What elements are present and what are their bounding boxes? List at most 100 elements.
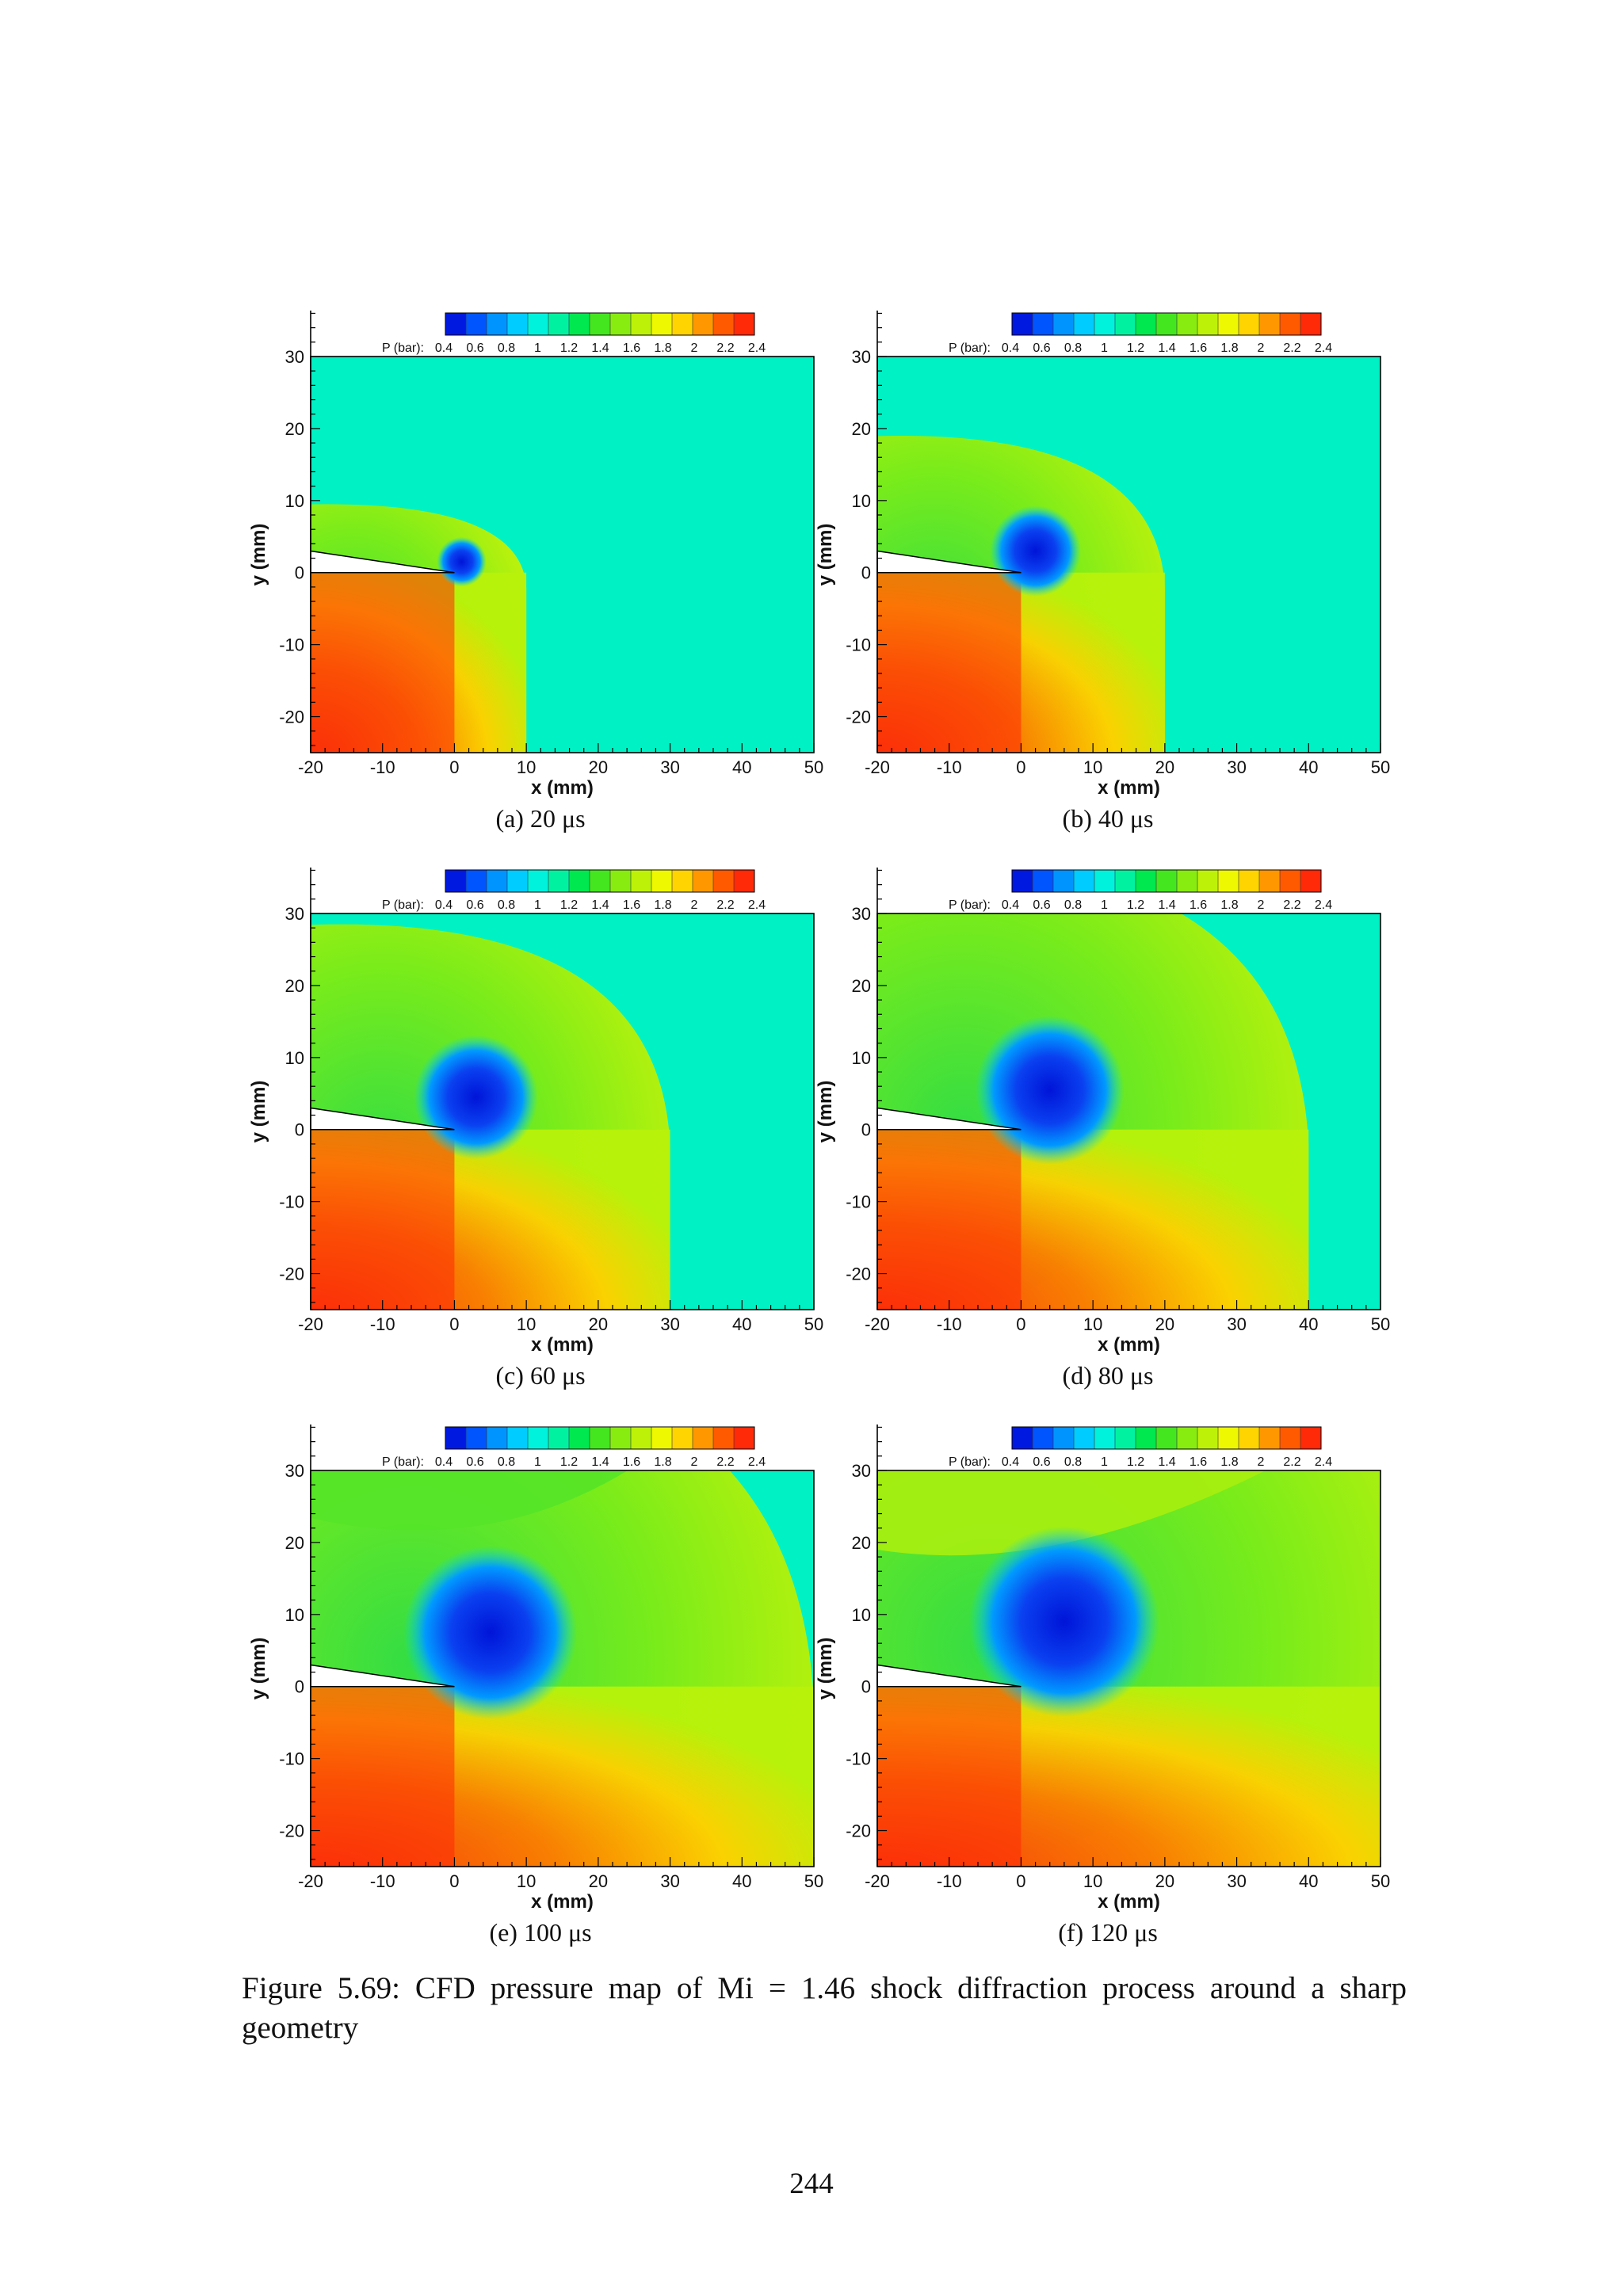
x-axis-label: x (mm)	[1098, 1334, 1160, 1356]
y-axis-label: y (mm)	[815, 1638, 836, 1700]
panel-d: -20 -10 0 10 20 30 40 50 -20 -10 0 10 20 30 x (mm) y (m…	[812, 862, 1438, 1417]
plot-d: -20 -10 0 10 20 30 40 50 -20 -10 0 10 20 30 x (mm) y (m…	[815, 868, 1390, 1356]
high-pressure-core	[311, 1686, 455, 1867]
colorbar-tick-label: 1.4	[591, 898, 609, 912]
x-tick-label: 40	[1299, 1871, 1318, 1891]
vortex-core	[414, 1035, 539, 1160]
colorbar-swatch	[590, 313, 611, 335]
pressure-field-f	[877, 1470, 1381, 1867]
colorbar-tick-label: 2.4	[1315, 898, 1332, 912]
colorbar-tick-label: 0.4	[435, 1455, 453, 1469]
colorbar-swatch	[445, 870, 467, 892]
colorbar-swatch	[651, 313, 673, 335]
colorbar-swatch	[507, 313, 529, 335]
colorbar-tick-label: 2.2	[716, 1455, 734, 1469]
colorbar-swatch	[445, 1427, 467, 1449]
x-tick-label: -10	[937, 1314, 962, 1334]
colorbar-swatch	[466, 1427, 487, 1449]
y-tick-label: -20	[846, 707, 871, 727]
x-tick-label: 20	[1155, 1871, 1174, 1891]
figure-caption: Figure 5.69: CFD pressure map of Mi = 1.…	[242, 1971, 1407, 2045]
x-tick-label: 10	[1083, 1871, 1102, 1891]
x-tick-label: 0	[1016, 1314, 1025, 1334]
colorbar-tick-label: 1	[1101, 898, 1108, 912]
colorbar-tick-label: 2	[691, 1455, 698, 1469]
plot-e: -20 -10 0 10 20 30 40 50 -20 -10 0 10 20 30 x (mm) y (m…	[248, 1425, 823, 1913]
colorbar-tick-label: 0.4	[435, 341, 453, 355]
colorbar-swatch	[528, 870, 549, 892]
colorbar-frame	[445, 1426, 755, 1450]
colorbar-tick-label: 1.8	[1220, 1455, 1238, 1469]
colorbar-label: P (bar):	[949, 898, 991, 912]
colorbar-swatch	[528, 1427, 549, 1449]
plot-b: -20 -10 0 10 20 30 40 50 -20 -10 0 10 20 30 x (mm) y (m…	[815, 311, 1390, 799]
colorbar-tick-label: 1.2	[560, 898, 578, 912]
colorbar-frame	[445, 312, 755, 336]
colorbar-frame	[1011, 1426, 1322, 1450]
x-tick-label: 10	[1083, 757, 1102, 777]
vortex-core	[403, 1545, 578, 1720]
colorbar-swatch	[610, 870, 632, 892]
colorbar-tick-label: 1.8	[1220, 898, 1238, 912]
y-tick-label: 0	[861, 1120, 871, 1140]
colorbar-swatch	[1177, 1427, 1198, 1449]
y-tick-label: 20	[852, 976, 871, 996]
colorbar-tick-label: 1.8	[654, 1455, 671, 1469]
colorbar-swatch	[590, 870, 611, 892]
colorbar-swatch	[548, 313, 570, 335]
colorbar-swatch	[1177, 870, 1198, 892]
colorbar-tick-label: 1	[1101, 341, 1108, 355]
colorbar-swatch	[1053, 313, 1075, 335]
colorbar-swatch	[1053, 1427, 1075, 1449]
y-tick-label: -10	[279, 1192, 304, 1212]
colorbar-tick-label: 1	[534, 341, 541, 355]
reflected-wave	[311, 1470, 628, 1531]
high-pressure-core	[877, 572, 1022, 753]
y-tick-label: 0	[861, 1677, 871, 1697]
y-tick-label: 10	[852, 1605, 871, 1625]
y-tick-label: -20	[279, 1821, 304, 1841]
y-tick-label: 10	[852, 491, 871, 511]
x-tick-label: 30	[660, 757, 679, 777]
colorbar-tick-label: 1.6	[1190, 1455, 1207, 1469]
x-tick-label: 10	[1083, 1314, 1102, 1334]
colorbar-swatch	[487, 1427, 508, 1449]
colorbar-tick-label: 1.4	[1158, 898, 1175, 912]
y-tick-label: 30	[285, 1461, 304, 1481]
y-tick-label: -10	[846, 635, 871, 655]
x-tick-label: 30	[660, 1871, 679, 1891]
colorbar-tick-label: 1.8	[654, 341, 671, 355]
x-tick-label: 50	[804, 1871, 823, 1891]
y-axis-label: y (mm)	[248, 1638, 269, 1700]
colorbar-swatch	[651, 870, 673, 892]
colorbar-tick-label: 1.6	[623, 341, 640, 355]
x-tick-label: -10	[370, 1314, 395, 1334]
x-axis-label: x (mm)	[1098, 777, 1160, 799]
colorbar-swatch	[1074, 870, 1095, 892]
y-tick-label: 10	[852, 1048, 871, 1068]
colorbar-tick-label: 2.4	[748, 898, 766, 912]
colorbar-label: P (bar):	[949, 1455, 991, 1469]
colorbar-tick-label: 2.4	[1315, 341, 1332, 355]
x-tick-label: 50	[1371, 1871, 1390, 1891]
colorbar-tick-label: 0.6	[466, 341, 483, 355]
colorbar-swatch	[1033, 1427, 1054, 1449]
y-tick-label: 20	[285, 1533, 304, 1553]
colorbar-swatch	[1280, 870, 1301, 892]
caption-d: (d) 80 μs	[1062, 1361, 1154, 1390]
colorbar-tick-label: 0.4	[1002, 1455, 1019, 1469]
x-tick-label: -10	[370, 757, 395, 777]
x-tick-label: -10	[370, 1871, 395, 1891]
x-tick-label: 50	[804, 757, 823, 777]
colorbar-swatch	[1239, 313, 1260, 335]
colorbar-swatch	[487, 313, 508, 335]
y-tick-label: 10	[285, 491, 304, 511]
x-tick-label: -20	[865, 1314, 890, 1334]
y-tick-label: -20	[279, 1264, 304, 1284]
colorbar-swatch	[1197, 1427, 1219, 1449]
colorbar-tick-label: 0.8	[498, 341, 515, 355]
colorbar-tick-label: 0.4	[1002, 898, 1019, 912]
colorbar-tick-label: 2.4	[748, 1455, 766, 1469]
colorbar-swatch	[631, 870, 652, 892]
colorbar-swatch	[1197, 870, 1219, 892]
